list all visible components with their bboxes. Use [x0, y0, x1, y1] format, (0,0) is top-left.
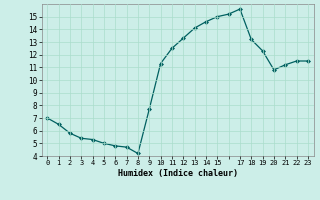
X-axis label: Humidex (Indice chaleur): Humidex (Indice chaleur): [118, 169, 237, 178]
